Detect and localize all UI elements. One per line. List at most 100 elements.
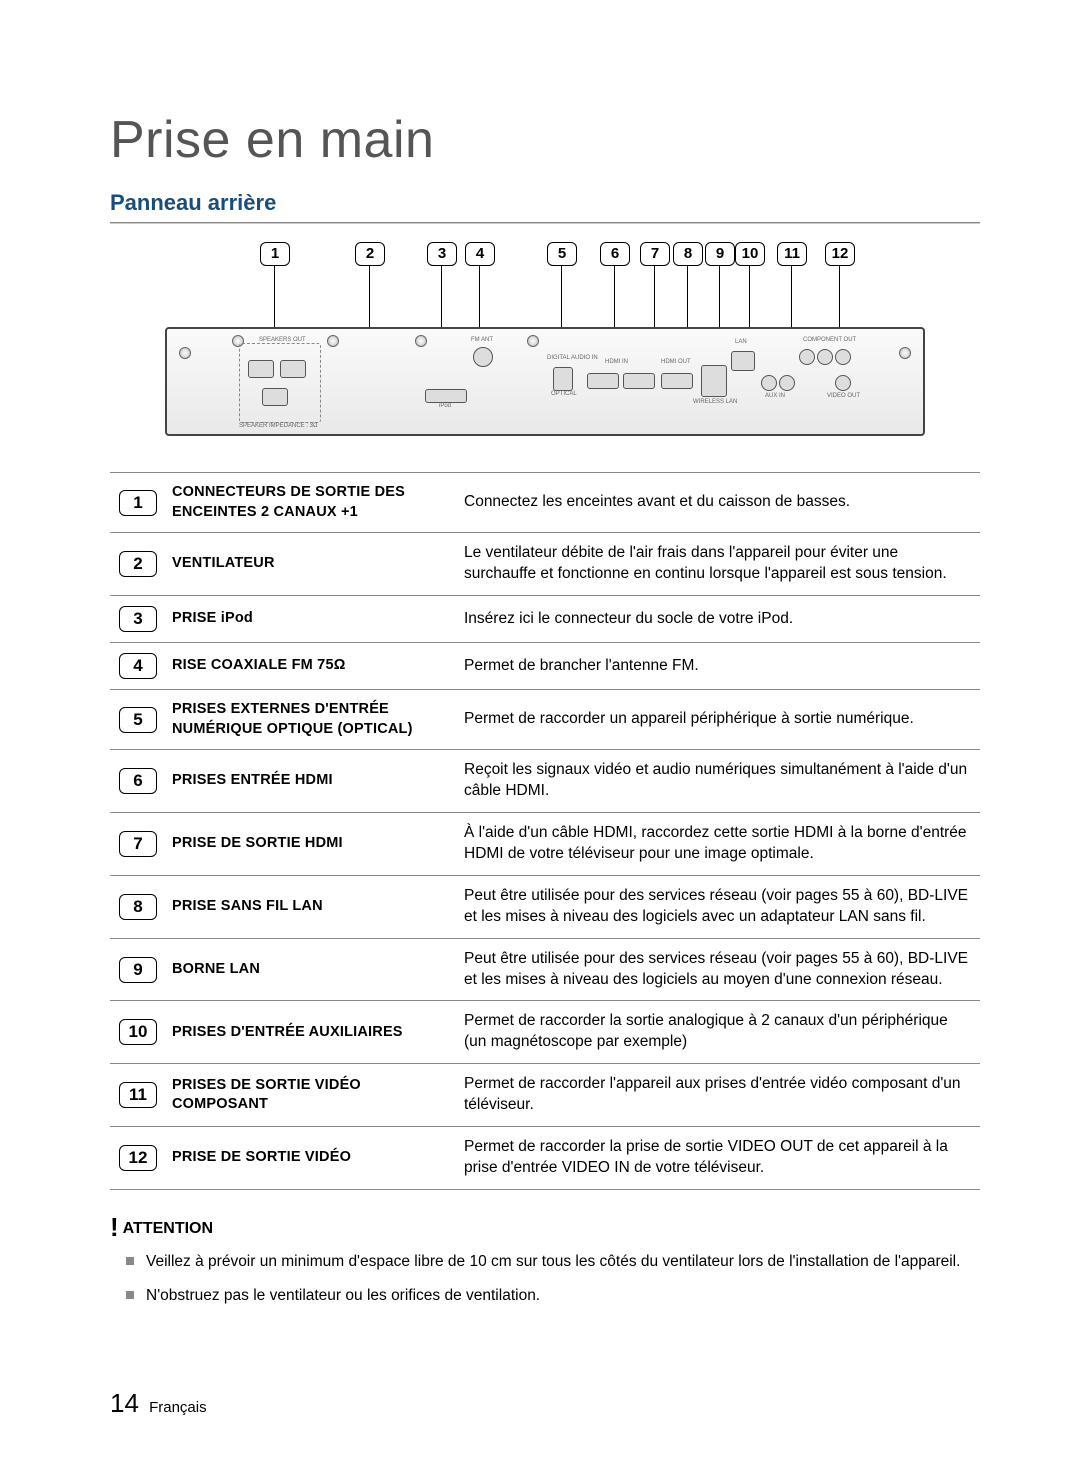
row-number: 11 xyxy=(119,1082,157,1108)
fm-port xyxy=(473,347,493,367)
table-row: 5PRISES EXTERNES D'ENTRÉE NUMÉRIQUE OPTI… xyxy=(110,689,980,749)
callout-row: 1 2 3 4 5 6 7 8 9 10 11 12 xyxy=(165,242,925,272)
device-rear-panel: SPEAKERS OUT SPEAKER IMPEDANCE : 3Ω iPod… xyxy=(165,327,925,436)
row-number: 6 xyxy=(119,768,157,794)
label-optical: OPTICAL xyxy=(551,391,577,397)
table-row: 12 PRISE DE SORTIE VIDÉOPermet de raccord… xyxy=(110,1127,980,1190)
speaker-port xyxy=(248,360,274,378)
table-row: 10 PRISES D'ENTRÉE AUXILIAIRESPermet de r… xyxy=(110,1001,980,1064)
label-wlan: WIRELESS LAN xyxy=(693,399,737,405)
page-language: Français xyxy=(149,1399,207,1416)
row-label: PRISE DE SORTIE HDMI xyxy=(166,812,458,875)
row-number-cell: 5 xyxy=(110,689,166,749)
hdmi-in-1 xyxy=(587,373,619,389)
row-number: 10 xyxy=(119,1019,157,1045)
label-hdmi-out: HDMI OUT xyxy=(661,359,691,365)
page-number: 14 xyxy=(110,1388,139,1418)
speaker-port xyxy=(280,360,306,378)
hdmi-out xyxy=(661,373,693,389)
row-label: PRISE iPod xyxy=(166,595,458,642)
screw-icon xyxy=(527,335,539,347)
row-description: Permet de brancher l'antenne FM. xyxy=(458,642,980,689)
row-label: RISE COAXIALE FM 75Ω xyxy=(166,642,458,689)
table-row: 4RISE COAXIALE FM 75ΩPermet de brancher … xyxy=(110,642,980,689)
row-number-cell: 12 xyxy=(110,1127,166,1190)
row-description: Permet de raccorder un appareil périphér… xyxy=(458,689,980,749)
attention-list: Veillez à prévoir un minimum d'espace li… xyxy=(126,1251,980,1308)
comp-y xyxy=(799,349,815,365)
lan-port xyxy=(731,351,755,371)
table-row: 9BORNE LANPeut être utilisée pour des se… xyxy=(110,938,980,1001)
row-label: BORNE LAN xyxy=(166,938,458,1001)
row-label: CONNECTEURS DE SORTIE DES ENCEINTES 2 CA… xyxy=(166,473,458,533)
aux-r xyxy=(779,375,795,391)
aux-l xyxy=(761,375,777,391)
row-label: PRISE DE SORTIE VIDÉO xyxy=(166,1127,458,1190)
row-number: 9 xyxy=(119,957,157,983)
callout-6: 6 xyxy=(600,242,630,266)
row-description: Permet de raccorder la prise de sortie V… xyxy=(458,1127,980,1190)
row-description: Permet de raccorder la sortie analogique… xyxy=(458,1001,980,1064)
rear-panel-diagram: 1 2 3 4 5 6 7 8 9 10 11 12 xyxy=(165,242,925,442)
attention-heading-text: ATTENTION xyxy=(123,1220,213,1237)
label-speaker-imp: SPEAKER IMPEDANCE : 3Ω xyxy=(239,423,318,429)
definitions-tbody: 1 CONNECTEURS DE SORTIE DES ENCEINTES 2 C… xyxy=(110,473,980,1190)
label-video: VIDEO OUT xyxy=(827,393,860,399)
row-number: 2 xyxy=(119,551,157,577)
label-comp: COMPONENT OUT xyxy=(803,337,856,343)
row-number: 8 xyxy=(119,894,157,920)
row-description: Insérez ici le connecteur du socle de vo… xyxy=(458,595,980,642)
definitions-table: 1 CONNECTEURS DE SORTIE DES ENCEINTES 2 C… xyxy=(110,472,980,1190)
row-number: 12 xyxy=(119,1145,157,1171)
row-description: Peut être utilisée pour des services rés… xyxy=(458,875,980,938)
page-title: Prise en main xyxy=(110,110,980,170)
attention-heading: !ATTENTION xyxy=(110,1212,980,1243)
exclamation-icon: ! xyxy=(110,1212,119,1242)
comp-pb xyxy=(817,349,833,365)
row-number: 1 xyxy=(119,490,157,516)
row-label: VENTILATEUR xyxy=(166,533,458,596)
table-row: 3PRISE iPodInsérez ici le connecteur du … xyxy=(110,595,980,642)
row-number-cell: 9 xyxy=(110,938,166,1001)
callout-9: 9 xyxy=(705,242,735,266)
speaker-port xyxy=(262,388,288,406)
row-number-cell: 7 xyxy=(110,812,166,875)
wlan-port xyxy=(701,365,727,397)
callout-10: 10 xyxy=(735,242,765,266)
callout-1: 1 xyxy=(260,242,290,266)
callout-12: 12 xyxy=(825,242,855,266)
row-number-cell: 6 xyxy=(110,750,166,813)
page-footer: 14 Français xyxy=(110,1388,980,1419)
table-row: 11 PRISES DE SORTIE VIDÉO COMPOSANTPermet… xyxy=(110,1064,980,1127)
table-row: 7PRISE DE SORTIE HDMIÀ l'aide d'un câble… xyxy=(110,812,980,875)
row-number-cell: 11 xyxy=(110,1064,166,1127)
callout-2: 2 xyxy=(355,242,385,266)
callout-11: 11 xyxy=(777,242,807,266)
callout-7: 7 xyxy=(640,242,670,266)
row-number-cell: 10 xyxy=(110,1001,166,1064)
screw-icon xyxy=(179,347,191,359)
optical-port xyxy=(553,367,573,391)
row-description: Reçoit les signaux vidéo et audio numéri… xyxy=(458,750,980,813)
row-description: Permet de raccorder l'appareil aux prise… xyxy=(458,1064,980,1127)
callout-8: 8 xyxy=(673,242,703,266)
label-fm: FM ANT xyxy=(471,337,493,343)
row-number-cell: 3 xyxy=(110,595,166,642)
callout-4: 4 xyxy=(465,242,495,266)
table-row: 6PRISES ENTRÉE HDMIReçoit les signaux vi… xyxy=(110,750,980,813)
row-number: 5 xyxy=(119,707,157,733)
row-label: PRISES D'ENTRÉE AUXILIAIRES xyxy=(166,1001,458,1064)
divider xyxy=(110,222,980,224)
label-hdmi-in: HDMI IN xyxy=(605,359,628,365)
row-number-cell: 2 xyxy=(110,533,166,596)
row-number-cell: 1 xyxy=(110,473,166,533)
row-label: PRISES DE SORTIE VIDÉO COMPOSANT xyxy=(166,1064,458,1127)
table-row: 2VENTILATEURLe ventilateur débite de l'a… xyxy=(110,533,980,596)
row-description: Connectez les enceintes avant et du cais… xyxy=(458,473,980,533)
attention-block: !ATTENTION Veillez à prévoir un minimum … xyxy=(110,1212,980,1308)
section-subtitle: Panneau arrière xyxy=(110,190,980,216)
page: Prise en main Panneau arrière 1 2 3 4 5 … xyxy=(0,0,1080,1479)
label-digital: DIGITAL AUDIO IN xyxy=(547,355,598,361)
callout-3: 3 xyxy=(427,242,457,266)
speakers-block xyxy=(239,343,321,423)
